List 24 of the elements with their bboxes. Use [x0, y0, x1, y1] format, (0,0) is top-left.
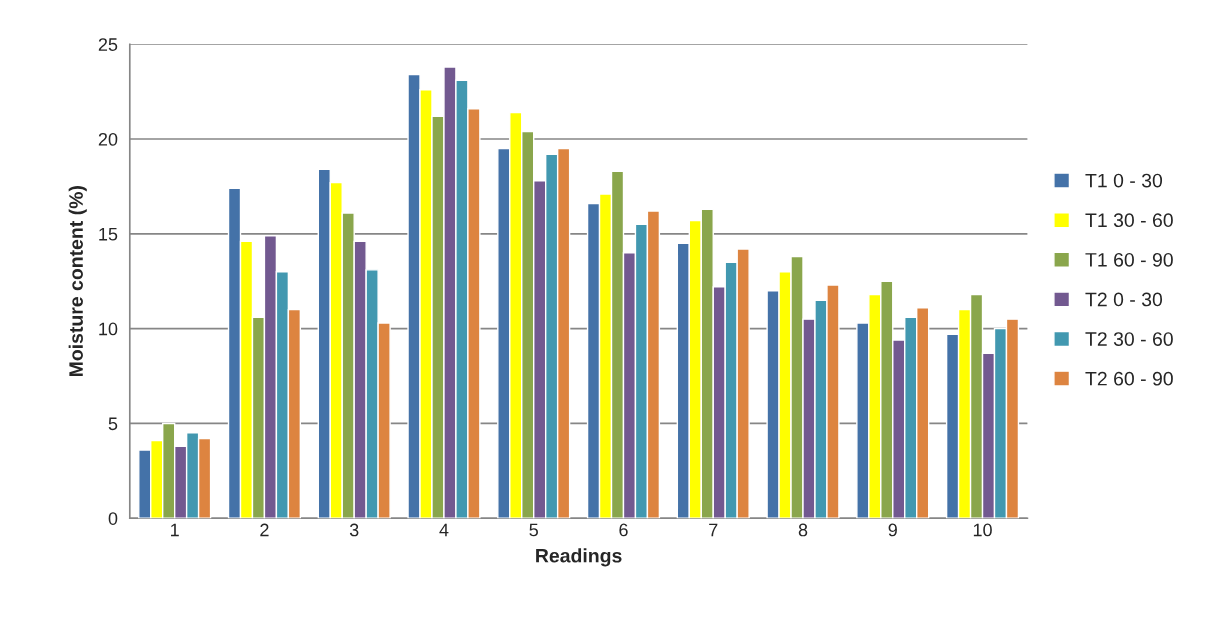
x-tick-label: 7: [709, 523, 718, 537]
x-tick-label: 4: [439, 523, 449, 537]
y-tick-label: 20: [98, 132, 118, 146]
x-tick-label: 9: [888, 523, 897, 537]
y-tick-label: 15: [99, 227, 118, 241]
x-axis-title: Readings: [536, 548, 622, 567]
x-tick-label: 6: [619, 523, 628, 537]
x-tick-label: 3: [349, 523, 359, 537]
legend-label: T2 0 - 30: [1085, 292, 1163, 307]
y-tick-label: 25: [98, 38, 118, 51]
x-tick-label: 10: [973, 523, 992, 537]
legend-label: T2 30 - 60: [1085, 332, 1173, 346]
legend-label: T2 60 - 90: [1085, 371, 1173, 386]
x-tick-label: 8: [798, 523, 808, 537]
x-tick-label: 1: [171, 523, 179, 537]
x-tick-label: 2: [260, 523, 269, 537]
x-tick-label: 5: [529, 523, 538, 537]
y-tick-label: 5: [108, 417, 118, 431]
y-axis-title: Moisture content (%): [68, 186, 87, 377]
legend-label: T1 60 - 90: [1085, 252, 1173, 267]
y-tick-label: 0: [108, 512, 118, 525]
legend-label: T1 30 - 60: [1085, 213, 1173, 228]
legend-label: T1 0 - 30: [1085, 173, 1163, 188]
y-tick-label: 10: [99, 322, 118, 336]
